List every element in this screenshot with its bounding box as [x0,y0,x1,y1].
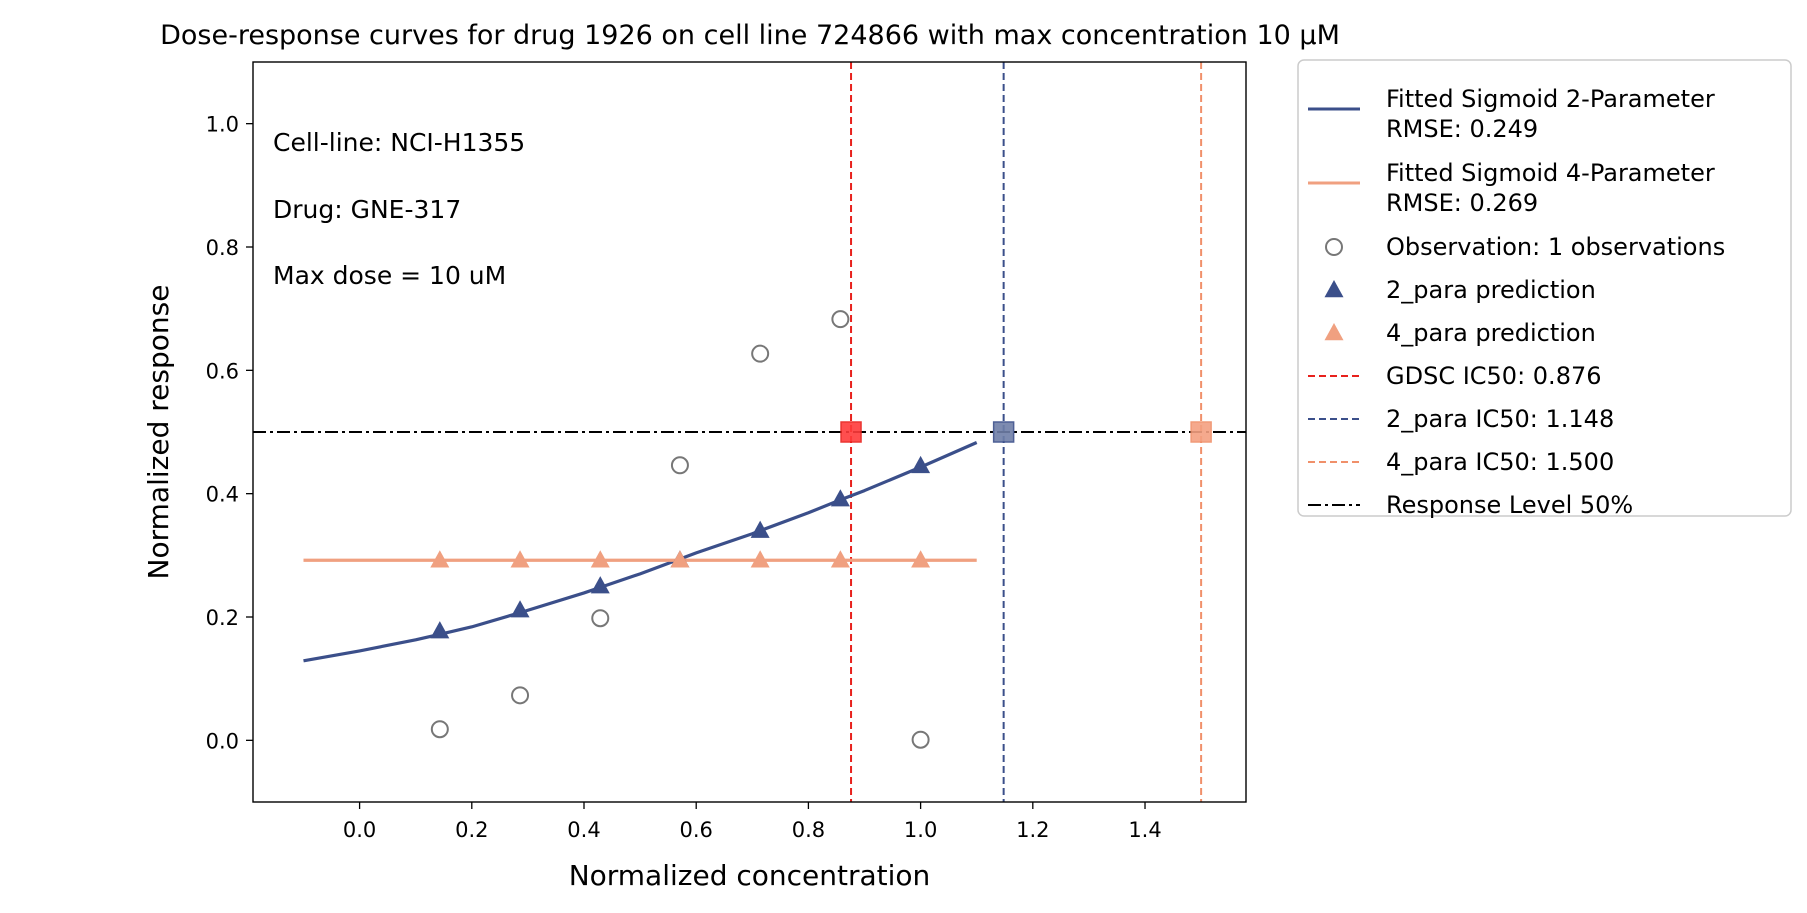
legend-label: 2_para prediction [1386,276,1596,304]
plot-frame [252,61,1247,803]
y-axis-label: Normalized response [142,285,175,580]
y-tick-label: 0.6 [206,359,239,383]
legend-label: RMSE: 0.269 [1386,189,1538,217]
2-para-prediction-point [830,489,850,507]
4-para-ic50-1-500-marker [1190,421,1212,443]
4-para-prediction-point [750,550,770,568]
legend-label: 2_para IC50: 1.148 [1386,405,1614,433]
x-tick-label: 0.8 [792,818,825,842]
2-para-ic50-1-148-marker [992,421,1015,443]
observation-point [591,609,610,628]
x-tick-label: 0.2 [455,818,488,842]
y-tick-label: 1.0 [206,113,239,137]
legend-label: RMSE: 0.249 [1386,115,1538,143]
legend-handle-observation-1-observations [1325,238,1343,256]
annotation-cell-line: Cell-line: NCI-H1355 [273,128,525,157]
plot-area [253,62,1246,802]
x-tick-label: 0.6 [680,818,713,842]
legend-box [1297,59,1792,517]
4-para-prediction-point [430,550,450,568]
fitted-sigmoid-2-parameter-curve [303,441,978,663]
observation-point [751,344,770,363]
annotations: Cell-line: NCI-H1355 Drug: GNE-317 Max d… [273,128,525,290]
x-tick-label: 1.4 [1128,818,1161,842]
4-para-prediction-point [911,550,931,568]
legend-label: 4_para prediction [1386,319,1596,347]
4-para-prediction-point [830,550,850,568]
legend-handle-2-para-prediction [1324,280,1344,298]
annotation-drug: Drug: GNE-317 [273,195,461,224]
legend-label: GDSC IC50: 0.876 [1386,362,1602,390]
y-tick-label: 0.8 [206,236,239,260]
legend-label: 4_para IC50: 1.500 [1386,448,1614,476]
2-para-prediction-point [750,520,770,538]
x-tick-label: 1.0 [904,818,937,842]
legend-label: Fitted Sigmoid 2-Parameter [1386,85,1715,113]
annotation-max-dose: Max dose = 10 uM [273,261,506,290]
legend-label: Observation: 1 observations [1386,233,1725,261]
y-tick-label: 0.0 [206,729,239,753]
legend-handle-4-para-prediction [1324,323,1344,341]
gdsc-ic50-0-876-marker [840,421,862,443]
4-para-prediction-point [670,550,690,568]
x-tick-label: 0.4 [567,818,600,842]
observation-point [831,310,850,329]
4-para-prediction-point [510,550,530,568]
y-tick-label: 0.2 [206,606,239,630]
chart-title: Dose-response curves for drug 1926 on ce… [160,20,1340,51]
2-para-prediction-point [430,621,450,639]
observation-point [511,686,530,705]
y-axis: 0.0 0.2 0.4 0.6 0.8 1.0 [206,113,253,753]
x-tick-label: 1.2 [1016,818,1049,842]
x-tick-label: 0.0 [343,818,376,842]
plot-content [253,62,1246,802]
observation-point [430,720,449,739]
legend-label: Response Level 50% [1386,491,1633,519]
observation-point [670,456,689,475]
x-axis-label: Normalized concentration [569,859,931,892]
4-para-prediction-point [590,550,610,568]
2-para-prediction-point [911,455,931,474]
y-tick-label: 0.4 [206,483,239,507]
observation-point [911,730,930,749]
legend-label: Fitted Sigmoid 4-Parameter [1386,159,1715,187]
x-axis: 0.0 0.2 0.4 0.6 0.8 1.0 1.2 1.4 [343,802,1162,842]
2-para-prediction-point [590,576,610,594]
2-para-prediction-point [510,600,530,618]
